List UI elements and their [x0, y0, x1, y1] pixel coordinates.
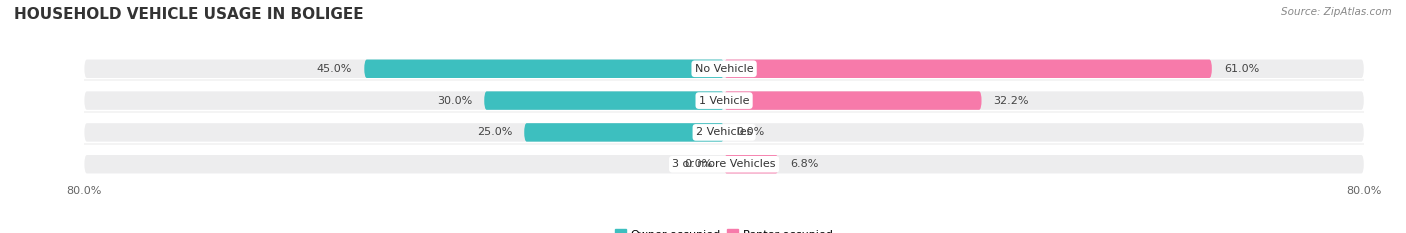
FancyBboxPatch shape — [364, 60, 724, 78]
FancyBboxPatch shape — [724, 155, 779, 173]
Text: 1 Vehicle: 1 Vehicle — [699, 96, 749, 106]
Text: 6.8%: 6.8% — [790, 159, 818, 169]
FancyBboxPatch shape — [524, 123, 724, 142]
Text: 45.0%: 45.0% — [316, 64, 353, 74]
Text: 0.0%: 0.0% — [737, 127, 765, 137]
FancyBboxPatch shape — [84, 155, 1364, 173]
Text: Source: ZipAtlas.com: Source: ZipAtlas.com — [1281, 7, 1392, 17]
Text: 3 or more Vehicles: 3 or more Vehicles — [672, 159, 776, 169]
FancyBboxPatch shape — [84, 123, 1364, 142]
FancyBboxPatch shape — [724, 60, 1212, 78]
Text: HOUSEHOLD VEHICLE USAGE IN BOLIGEE: HOUSEHOLD VEHICLE USAGE IN BOLIGEE — [14, 7, 364, 22]
FancyBboxPatch shape — [484, 91, 724, 110]
Text: 2 Vehicles: 2 Vehicles — [696, 127, 752, 137]
FancyBboxPatch shape — [84, 60, 1364, 78]
Legend: Owner-occupied, Renter-occupied: Owner-occupied, Renter-occupied — [610, 225, 838, 233]
Text: 25.0%: 25.0% — [477, 127, 512, 137]
Text: 32.2%: 32.2% — [994, 96, 1029, 106]
Text: No Vehicle: No Vehicle — [695, 64, 754, 74]
FancyBboxPatch shape — [724, 91, 981, 110]
Text: 30.0%: 30.0% — [437, 96, 472, 106]
FancyBboxPatch shape — [84, 91, 1364, 110]
Text: 61.0%: 61.0% — [1223, 64, 1260, 74]
Text: 0.0%: 0.0% — [683, 159, 711, 169]
